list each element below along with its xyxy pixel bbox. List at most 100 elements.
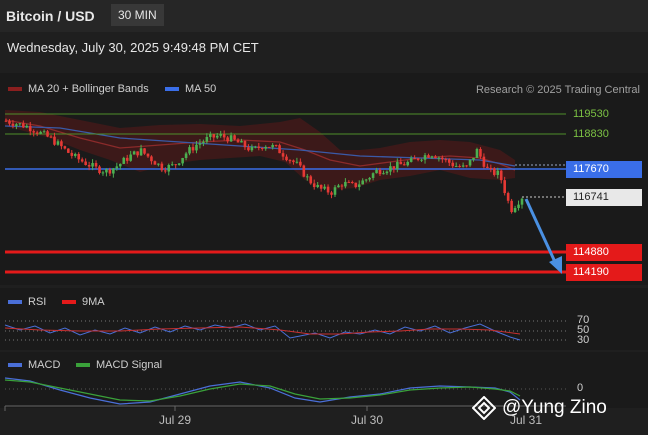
candle-body [482,156,486,167]
candle-body [46,131,49,137]
candle-body [56,141,60,145]
candle-body [42,131,46,133]
candle-body [226,137,229,142]
candle-body [337,185,340,188]
candle-body [32,131,36,133]
ma20-swatch [8,87,22,91]
candle-body [219,134,223,136]
candle-body [489,167,493,169]
candle-body [451,162,455,167]
candle-body [222,134,226,138]
ma50-price-label: 117670 [566,161,642,178]
candle-body [344,181,347,187]
candle-body [437,157,441,159]
candle-body [80,159,84,162]
candle-body [125,157,129,161]
datetime-label: Wednesday, July 30, 2025 9:49:48 PM CET [7,40,259,55]
candle-body [215,135,219,138]
candle-body [35,132,39,134]
rsi-30-label: 30 [577,334,590,346]
candle-body [240,140,243,143]
candle-body [413,158,416,160]
candle-body [174,164,177,166]
candle-body [160,163,164,171]
candle-body [233,135,236,140]
candle-body [98,166,101,173]
candle-body [136,151,139,156]
candle-body [164,170,167,172]
candle-body [364,179,368,181]
legend-macd: MACD [8,359,60,371]
candle-body [396,161,399,170]
candle-body [181,158,184,164]
candle-body [122,157,126,164]
timeframe-button[interactable]: 30 MIN [111,4,164,26]
candle-body [84,161,87,166]
candle-body [416,158,420,160]
candle-body [91,163,94,167]
candle-body [288,160,292,162]
macd-swatch [8,363,22,367]
candle-body [271,144,274,148]
candle-body [250,146,254,151]
candles [4,118,524,214]
candle-body [170,164,174,166]
candle-body [492,168,496,175]
resistance-label-1: 119530 [573,108,609,120]
candle-body [309,176,313,184]
candle-body [254,146,257,148]
candle-body [112,168,115,174]
candle-body [257,146,261,148]
candle-body [361,180,364,185]
candle-body [330,192,333,195]
candle-body [368,177,371,180]
candle-body [94,163,98,167]
xtick-jul29: Jul 29 [159,413,192,427]
candle-body [143,148,146,154]
candle-body [486,166,489,168]
ma50-line [4,125,516,167]
candle-body [299,161,302,166]
candle-body [202,141,205,144]
candle-body [472,157,475,160]
support-label-2: 114190 [566,264,642,281]
candle-body [229,135,233,142]
candle-body [18,123,22,125]
candle-body [378,169,382,175]
legend-9ma-label: 9MA [82,296,105,308]
candle-body [177,163,181,165]
current-price-label: 116741 [566,189,642,206]
candle-body [281,153,285,157]
legend-macd-label: MACD [28,359,61,371]
candle-body [8,120,11,124]
candle-body [274,144,278,146]
candle-body [520,198,524,205]
candle-body [420,159,423,161]
candle-body [323,186,326,189]
legend-9ma: 9MA [62,296,105,308]
candle-body [195,144,198,151]
watermark-text: @Yung Zino [502,397,607,418]
candle-body [292,160,295,163]
candle-body [510,200,513,213]
candle-body [153,161,157,165]
candle-body [205,136,209,142]
candle-body [444,159,448,161]
candle-body [347,181,351,183]
candle-body [513,208,517,213]
candle-body [184,153,188,159]
candle-body [402,164,406,166]
candle-body [441,157,444,160]
candle-body [105,169,108,173]
candle-body [267,146,271,148]
projection-arrowhead [549,256,562,274]
candle-body [209,134,212,137]
legend-ma50-label: MA 50 [185,83,217,95]
resistance-label-2: 118830 [573,128,609,140]
candle-body [118,163,122,167]
candle-body [295,161,299,163]
candle-body [409,158,413,162]
candle-body [479,149,482,157]
candle-body [340,185,344,187]
candle-body [22,123,25,128]
